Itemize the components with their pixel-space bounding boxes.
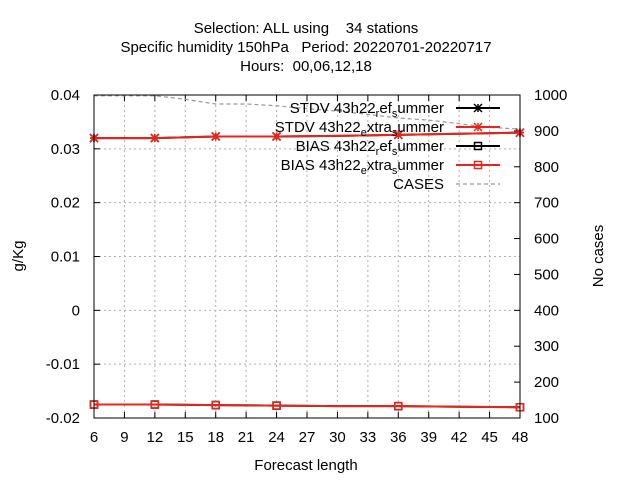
axis-ticks: 6 9 12 15 18 21 24 27 30 33 36 39 42 45 48 -0.02 -0.01 0 0…	[46, 87, 568, 446]
data-point	[150, 400, 160, 409]
x-tick-label: 21	[238, 429, 255, 446]
y2-tick-label: 200	[534, 374, 559, 391]
legend-marker	[473, 160, 483, 170]
chart-title-line-1: Selection: ALL using 34 stations	[194, 20, 419, 37]
x-tick-label: 15	[177, 429, 194, 446]
data-point	[393, 130, 403, 140]
series-layer	[89, 95, 525, 412]
x-tick-label: 6	[90, 429, 98, 446]
y2-tick-label: 300	[534, 338, 559, 355]
x-tick-label: 45	[481, 429, 498, 446]
grid-lines	[94, 95, 520, 418]
legend-marker	[473, 103, 483, 113]
x-tick-label: 27	[299, 429, 316, 446]
x-tick-label: 30	[329, 429, 346, 446]
y2-tick-label: 600	[534, 231, 559, 248]
y-tick-label: 0	[72, 302, 80, 319]
legend-label: STDV 43h22refsummer	[290, 100, 444, 120]
series-line	[94, 403, 521, 409]
plot-frame	[93, 94, 521, 419]
legend-label: BIAS 43h22extrasummer	[281, 157, 444, 177]
y2-axis-label: No cases	[590, 225, 607, 288]
series-line	[94, 131, 521, 140]
data-point	[272, 401, 281, 410]
x-tick-label: 24	[268, 429, 285, 446]
data-point	[272, 131, 282, 141]
series-4	[89, 400, 525, 412]
chart-title-line-2: Specific humidity 150hPa Period: 2022070…	[120, 39, 491, 56]
legend-label: BIAS 43h22refsummer	[296, 138, 444, 158]
y-tick-label: 0.03	[51, 141, 80, 158]
legend-label: STDV 43h22extrasummer	[275, 119, 444, 139]
x-tick-label: 36	[390, 429, 407, 446]
y-tick-label: -0.02	[46, 410, 80, 427]
y2-tick-label: 700	[534, 195, 559, 212]
x-tick-label: 42	[451, 429, 468, 446]
x-axis-label: Forecast length	[254, 457, 357, 474]
legend-marker	[473, 141, 483, 151]
data-point	[211, 400, 220, 410]
chart-title-line-3: Hours: 00,06,12,18	[240, 58, 372, 75]
data-point	[150, 133, 160, 143]
y-tick-label: 0.04	[51, 87, 80, 104]
y2-tick-label: 500	[534, 266, 559, 283]
y2-tick-label: 800	[534, 159, 559, 176]
y2-tick-label: 100	[534, 410, 559, 427]
data-point	[211, 131, 221, 141]
cases-line	[94, 95, 521, 130]
y2-tick-label: 1000	[534, 87, 567, 104]
y2-tick-label: 900	[534, 123, 559, 140]
y-axis-label: g/Kg	[10, 241, 27, 272]
x-tick-label: 48	[512, 429, 529, 446]
x-tick-label: 39	[420, 429, 437, 446]
y2-tick-label: 400	[534, 302, 559, 319]
x-tick-label: 9	[120, 429, 128, 446]
legend-marker	[473, 122, 483, 132]
y-tick-label: 0.01	[51, 249, 80, 266]
x-tick-label: 18	[207, 429, 224, 446]
series-2	[89, 128, 525, 143]
y-tick-label: 0.02	[51, 195, 80, 212]
data-point	[394, 401, 403, 411]
y-tick-label: -0.01	[46, 356, 80, 373]
x-tick-label: 33	[360, 429, 377, 446]
legend-label-cases: CASES	[393, 176, 444, 193]
x-tick-label: 12	[147, 429, 164, 446]
